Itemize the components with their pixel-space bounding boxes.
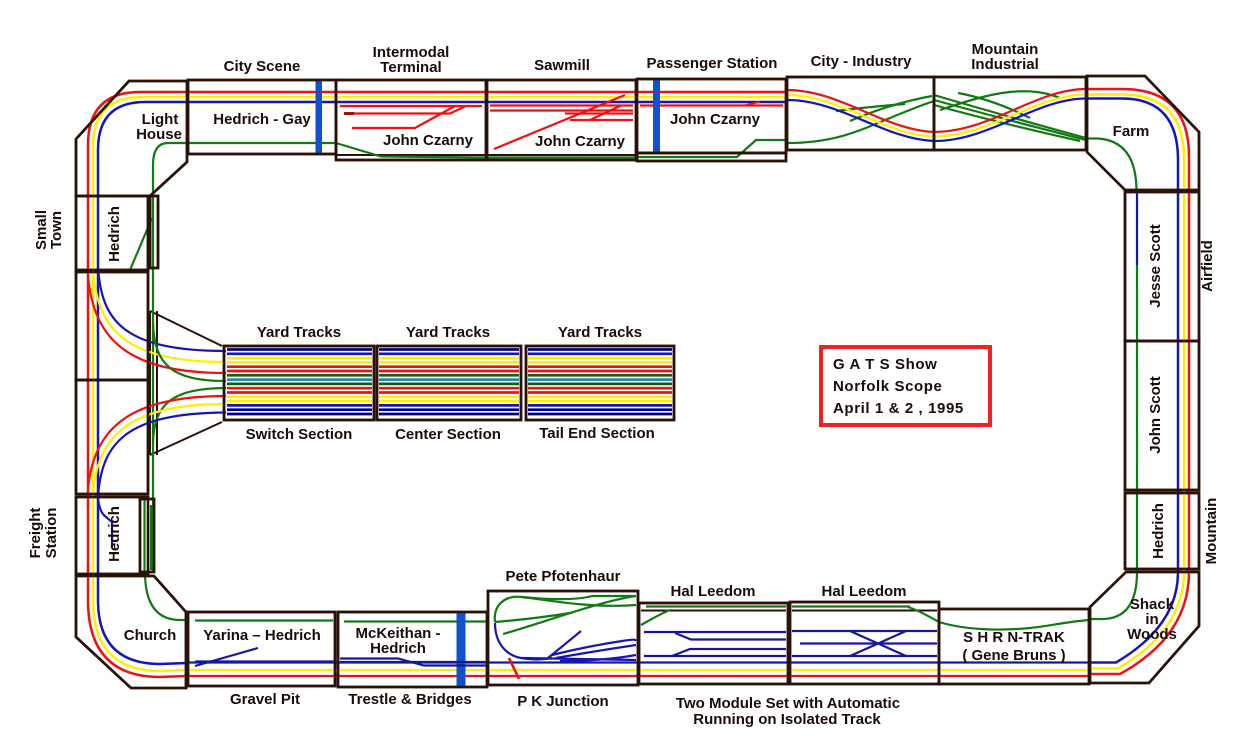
svg-text:Hedrich: Hedrich bbox=[106, 206, 123, 262]
svg-text:Hal Leedom: Hal Leedom bbox=[670, 583, 755, 600]
svg-text:Hal Leedom: Hal Leedom bbox=[821, 583, 906, 600]
svg-text:Mountain: Mountain bbox=[1203, 498, 1220, 565]
svg-text:Yarina – Hedrich: Yarina – Hedrich bbox=[203, 627, 321, 644]
svg-text:Small: Small bbox=[33, 210, 50, 250]
svg-text:P K Junction: P K Junction bbox=[517, 693, 608, 710]
svg-text:Town: Town bbox=[48, 211, 65, 249]
svg-text:Norfolk Scope: Norfolk Scope bbox=[833, 378, 942, 395]
svg-text:McKeithan -: McKeithan - bbox=[355, 625, 440, 642]
svg-text:Yard Tracks: Yard Tracks bbox=[257, 324, 341, 341]
svg-text:Freight: Freight bbox=[27, 508, 44, 559]
svg-text:Light: Light bbox=[142, 111, 179, 128]
svg-text:John Czarny: John Czarny bbox=[535, 133, 626, 150]
svg-text:House: House bbox=[136, 126, 182, 143]
svg-text:Sawmill: Sawmill bbox=[534, 57, 590, 74]
svg-text:Hedrich: Hedrich bbox=[106, 506, 123, 562]
svg-text:Two Module Set with Automati: Two Module Set with Automatic bbox=[676, 695, 900, 712]
svg-text:Mountain: Mountain bbox=[972, 41, 1039, 58]
svg-text:Church: Church bbox=[124, 627, 177, 644]
svg-text:Shack: Shack bbox=[1130, 596, 1175, 613]
svg-text:Intermodal: Intermodal bbox=[373, 44, 450, 61]
svg-text:John Scott: John Scott bbox=[1147, 376, 1164, 454]
svg-text:City Scene: City Scene bbox=[224, 58, 301, 75]
svg-text:Yard Tracks: Yard Tracks bbox=[406, 324, 490, 341]
svg-text:Station: Station bbox=[43, 508, 60, 559]
svg-text:Tail End Section: Tail End Section bbox=[539, 425, 655, 442]
svg-text:Passenger Station: Passenger Station bbox=[647, 55, 778, 72]
svg-text:April 1 & 2 , 1995: April 1 & 2 , 1995 bbox=[833, 400, 964, 417]
svg-text:Gravel Pit: Gravel Pit bbox=[230, 691, 300, 708]
svg-text:Pete Pfotenhaur: Pete Pfotenhaur bbox=[505, 568, 620, 585]
svg-text:Jesse Scott: Jesse Scott bbox=[1147, 224, 1164, 307]
svg-text:Yard Tracks: Yard Tracks bbox=[558, 324, 642, 341]
svg-text:Center Section: Center Section bbox=[395, 426, 501, 443]
svg-text:Hedrich - Gay: Hedrich - Gay bbox=[213, 111, 311, 128]
svg-text:( Gene Bruns ): ( Gene Bruns ) bbox=[962, 647, 1065, 664]
svg-text:Woods: Woods bbox=[1127, 626, 1177, 643]
svg-text:Terminal: Terminal bbox=[380, 59, 441, 76]
svg-text:John Czarny: John Czarny bbox=[383, 132, 474, 149]
svg-text:Hedrich: Hedrich bbox=[1150, 503, 1167, 559]
svg-text:Industrial: Industrial bbox=[971, 56, 1039, 73]
svg-text:Switch Section: Switch Section bbox=[246, 426, 353, 443]
svg-text:Farm: Farm bbox=[1113, 123, 1150, 140]
svg-text:John Czarny: John Czarny bbox=[670, 111, 761, 128]
svg-text:City - Industry: City - Industry bbox=[811, 53, 912, 70]
svg-text:S H R N-TRAK: S H R N-TRAK bbox=[963, 629, 1065, 646]
svg-text:Airfield: Airfield bbox=[1199, 240, 1216, 292]
svg-text:G A T S Show: G A T S Show bbox=[833, 356, 937, 373]
svg-text:Hedrich: Hedrich bbox=[370, 640, 426, 657]
svg-text:Running on Isolated Track: Running on Isolated Track bbox=[693, 711, 881, 728]
svg-text:Trestle & Bridges: Trestle & Bridges bbox=[348, 691, 471, 708]
svg-text:in: in bbox=[1145, 611, 1158, 628]
